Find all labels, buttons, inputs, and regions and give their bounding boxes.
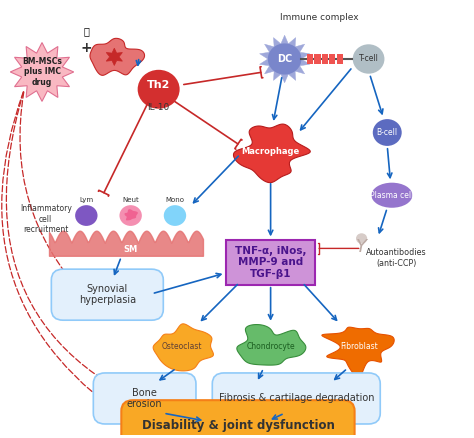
Text: Fibroblast: Fibroblast bbox=[340, 342, 378, 351]
Circle shape bbox=[373, 119, 401, 146]
Text: +: + bbox=[81, 41, 92, 55]
Text: Fibrosis & cartilage degradation: Fibrosis & cartilage degradation bbox=[219, 393, 374, 403]
Text: IL-10: IL-10 bbox=[147, 103, 170, 113]
Text: TNF-α, iNos,
MMP-9 and
TGF-β1: TNF-α, iNos, MMP-9 and TGF-β1 bbox=[235, 246, 306, 279]
Text: Chondrocyte: Chondrocyte bbox=[246, 342, 295, 351]
Text: Synovial
hyperplasia: Synovial hyperplasia bbox=[79, 284, 136, 305]
FancyBboxPatch shape bbox=[212, 373, 380, 424]
Bar bbox=[226, 240, 315, 285]
Bar bbox=[329, 54, 336, 64]
Polygon shape bbox=[10, 42, 74, 101]
Circle shape bbox=[353, 44, 384, 74]
Circle shape bbox=[268, 43, 301, 74]
Polygon shape bbox=[322, 327, 394, 377]
Text: SM: SM bbox=[124, 245, 138, 254]
Circle shape bbox=[164, 205, 186, 226]
Text: Neut: Neut bbox=[122, 198, 139, 203]
Polygon shape bbox=[237, 325, 306, 365]
Circle shape bbox=[137, 70, 180, 109]
Ellipse shape bbox=[372, 183, 412, 208]
Bar bbox=[307, 54, 313, 64]
Polygon shape bbox=[260, 35, 310, 83]
Polygon shape bbox=[153, 324, 213, 371]
Text: Macrophage: Macrophage bbox=[241, 148, 300, 156]
Text: Autoantibodies
(anti-CCP): Autoantibodies (anti-CCP) bbox=[366, 248, 427, 268]
Text: T-cell: T-cell bbox=[359, 54, 379, 64]
FancyBboxPatch shape bbox=[121, 400, 355, 438]
Text: Plasma cell: Plasma cell bbox=[370, 191, 414, 200]
Circle shape bbox=[75, 205, 98, 226]
Bar bbox=[314, 54, 320, 64]
Text: Th2: Th2 bbox=[147, 80, 170, 90]
Text: B-cell: B-cell bbox=[377, 128, 398, 137]
FancyBboxPatch shape bbox=[51, 269, 164, 320]
Bar bbox=[322, 54, 328, 64]
Text: BM-MSCs
plus IMC
drug: BM-MSCs plus IMC drug bbox=[22, 57, 62, 87]
Text: DC: DC bbox=[277, 54, 292, 64]
Circle shape bbox=[356, 233, 367, 244]
Polygon shape bbox=[106, 48, 122, 66]
Polygon shape bbox=[125, 209, 138, 220]
FancyBboxPatch shape bbox=[93, 373, 196, 424]
Text: Inflammatory
cell
recruitment: Inflammatory cell recruitment bbox=[20, 204, 72, 234]
Text: Immune complex: Immune complex bbox=[280, 14, 359, 22]
Circle shape bbox=[119, 205, 142, 226]
Bar bbox=[337, 54, 343, 64]
Polygon shape bbox=[90, 39, 145, 75]
Text: Y: Y bbox=[356, 238, 367, 256]
Polygon shape bbox=[234, 124, 310, 183]
Text: Bone
erosion: Bone erosion bbox=[127, 388, 163, 409]
Text: Osteoclast: Osteoclast bbox=[162, 342, 202, 351]
Text: Lym: Lym bbox=[79, 198, 93, 203]
Text: Mono: Mono bbox=[165, 198, 184, 203]
Text: Disability & joint dysfunction: Disability & joint dysfunction bbox=[142, 419, 334, 432]
Text: 💊: 💊 bbox=[83, 26, 89, 36]
